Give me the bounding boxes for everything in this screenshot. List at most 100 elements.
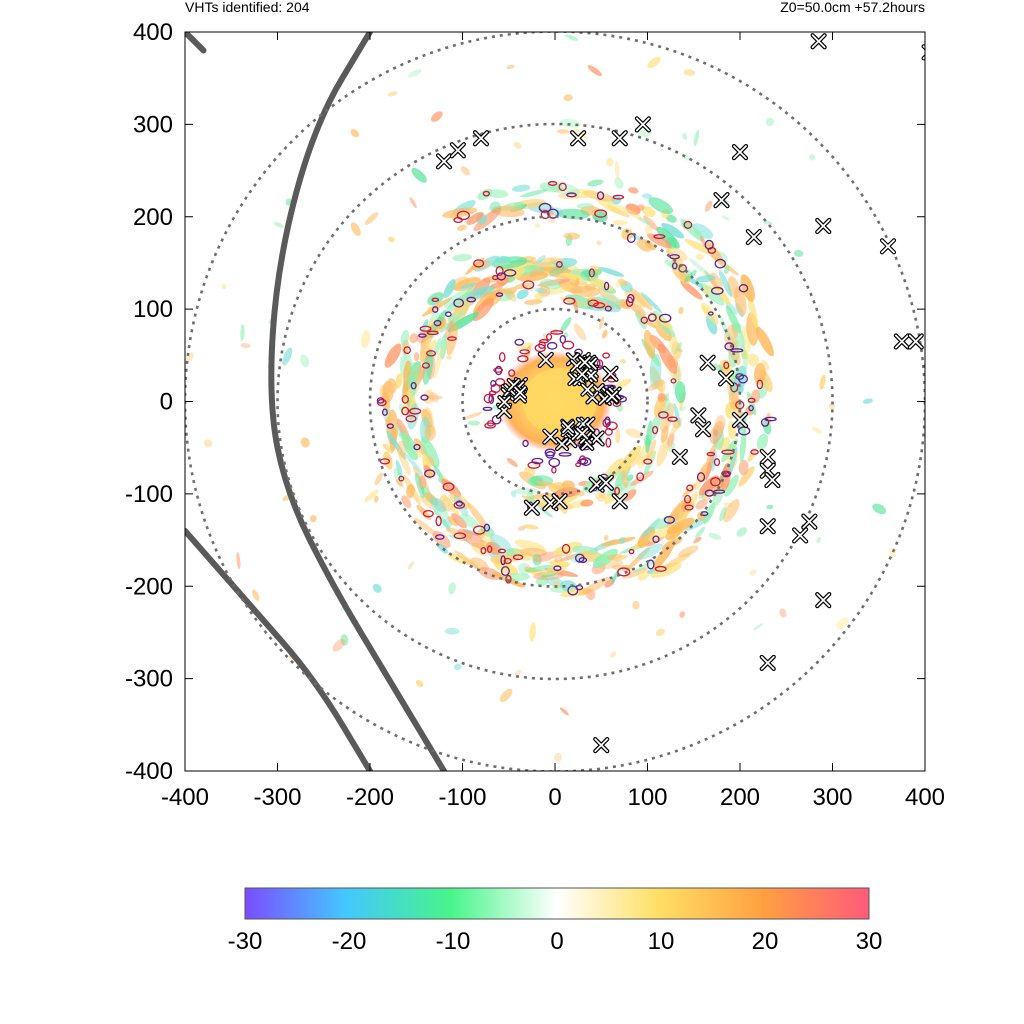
field-patch	[413, 352, 420, 362]
field-patch	[665, 214, 677, 223]
field-patch	[478, 567, 502, 580]
vorticity-contour	[496, 272, 507, 281]
field-patch	[559, 707, 569, 716]
field-patch	[739, 427, 747, 463]
field-patch	[649, 413, 661, 441]
field-patch	[668, 442, 676, 453]
vorticity-contour	[750, 449, 759, 455]
field-patch	[532, 266, 560, 278]
vht-marker	[537, 351, 554, 369]
colorbar-tick-label: 20	[752, 928, 779, 955]
vht-marker	[893, 333, 910, 350]
field-patch	[655, 628, 665, 637]
field-patch	[465, 286, 495, 300]
colorbar-tick-label: 0	[550, 928, 563, 955]
field-patch	[738, 459, 749, 476]
vorticity-contour	[603, 281, 610, 291]
field-patch	[615, 277, 625, 288]
y-tick-label: -400	[125, 758, 173, 785]
field-patch	[678, 525, 687, 534]
vorticity-contour	[413, 443, 421, 451]
field-patch	[637, 204, 645, 211]
field-patch	[494, 256, 511, 264]
field-patch	[756, 433, 769, 451]
vht-marker	[907, 333, 924, 350]
field-patch	[765, 117, 774, 127]
field-patch	[543, 266, 571, 274]
field-patch	[637, 526, 656, 548]
field-patch	[693, 230, 703, 237]
field-patch	[587, 65, 602, 77]
field-patch	[282, 347, 293, 366]
vorticity-contour	[683, 220, 693, 229]
field-patch	[580, 499, 594, 507]
field-patch	[723, 265, 730, 274]
vht-marker	[551, 493, 568, 510]
vorticity-contour	[453, 298, 465, 308]
vorticity-contour	[628, 548, 635, 555]
vorticity-contour	[534, 343, 546, 353]
vorticity-contour	[403, 346, 412, 355]
vht-marker	[815, 217, 832, 235]
field-patch	[645, 439, 657, 461]
field-patch	[516, 342, 534, 351]
field-patch	[679, 611, 685, 618]
field-patch	[625, 428, 643, 438]
vorticity-contour	[658, 411, 669, 419]
field-patch	[382, 380, 394, 403]
field-patch	[402, 432, 419, 461]
x-tick-label: 400	[905, 784, 945, 811]
field-patch	[598, 492, 609, 499]
field-patch	[534, 292, 544, 301]
field-patch	[598, 316, 605, 330]
field-patch	[641, 517, 661, 539]
field-patch	[430, 111, 443, 122]
vorticity-contour	[421, 362, 430, 369]
vorticity-contour	[493, 367, 504, 373]
field-patch	[433, 320, 444, 334]
vorticity-contour	[508, 369, 516, 377]
vorticity-contour	[498, 352, 506, 363]
field-patch	[609, 480, 638, 497]
vorticity-contour	[577, 458, 589, 465]
vorticity-contour	[647, 313, 657, 322]
field-patch	[407, 69, 422, 78]
field-patch	[395, 373, 403, 389]
field-patch	[555, 273, 581, 279]
vht-marker	[745, 228, 762, 246]
field-patch	[725, 301, 738, 315]
vorticity-contour	[522, 439, 529, 448]
field-patch	[664, 445, 674, 451]
field-patch	[563, 94, 573, 102]
field-patch	[675, 381, 685, 394]
vorticity-contour	[401, 394, 409, 404]
vorticity-contour	[540, 210, 550, 220]
field-patch	[816, 537, 822, 544]
vorticity-contour	[473, 259, 485, 268]
field-patch	[642, 193, 653, 199]
field-patch	[517, 525, 526, 531]
field-patch	[563, 232, 581, 240]
field-patch	[374, 472, 384, 486]
field-patch	[702, 285, 714, 296]
field-patch	[452, 254, 473, 262]
vorticity-contour	[686, 484, 694, 492]
field-patch	[373, 495, 379, 503]
vht-marker	[593, 737, 610, 754]
field-patch	[459, 513, 479, 529]
vorticity-contour	[625, 296, 634, 308]
field-patch	[240, 342, 251, 349]
colorbar-tick-label: -20	[332, 928, 367, 955]
field-patch	[643, 329, 656, 359]
vht-marker	[634, 116, 651, 133]
field-patch	[872, 503, 887, 515]
field-patch	[760, 359, 770, 372]
colorbar-tick-label: -30	[228, 928, 263, 955]
field-patch	[503, 287, 517, 302]
field-patch	[513, 141, 522, 149]
vorticity-contour	[424, 469, 436, 478]
vorticity-contour	[418, 333, 427, 338]
vorticity-contour	[605, 437, 612, 448]
y-tick-label: 200	[133, 204, 173, 231]
field-patch	[693, 536, 702, 544]
